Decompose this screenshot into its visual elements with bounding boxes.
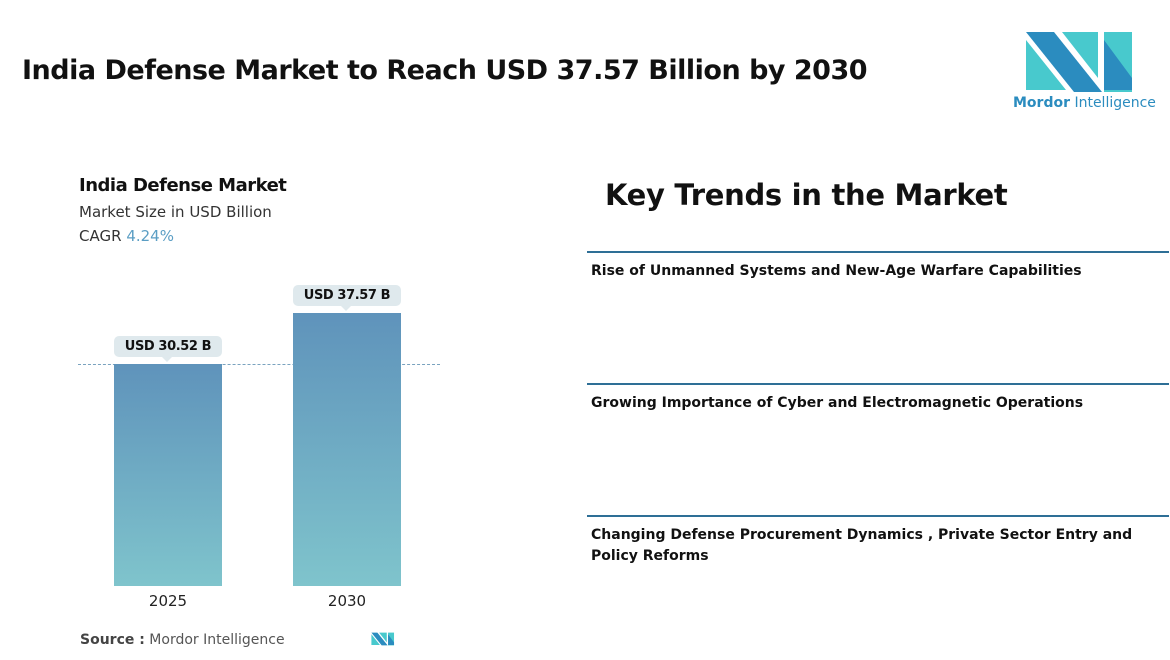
bar-chart: USD 30.52 B 2025 USD 37.57 B 2030 bbox=[60, 270, 460, 620]
trend-item: Rise of Unmanned Systems and New-Age War… bbox=[587, 251, 1169, 282]
data-label: USD 30.52 B bbox=[114, 336, 222, 363]
chart-title: India Defense Market bbox=[79, 175, 287, 196]
cagr-value: 4.24% bbox=[126, 227, 174, 245]
bar-2025 bbox=[114, 364, 222, 586]
x-tick-label: 2030 bbox=[327, 592, 367, 610]
x-tick-label: 2025 bbox=[148, 592, 188, 610]
mordor-intelligence-logo bbox=[1026, 32, 1132, 92]
chart-subtitle: Market Size in USD Billion bbox=[79, 203, 272, 221]
trend-item: Changing Defense Procurement Dynamics , … bbox=[587, 515, 1169, 567]
logo-text: Mordor Intelligence bbox=[1013, 95, 1156, 111]
key-trends-title: Key Trends in the Market bbox=[605, 178, 1008, 212]
source: Source : Mordor Intelligence bbox=[80, 632, 285, 648]
reference-line bbox=[78, 364, 440, 366]
data-label: USD 37.57 B bbox=[293, 285, 401, 311]
page-title: India Defense Market to Reach USD 37.57 … bbox=[22, 55, 868, 86]
cagr: CAGR 4.24% bbox=[79, 227, 174, 245]
bar-2030 bbox=[293, 313, 401, 586]
trend-item: Growing Importance of Cyber and Electrom… bbox=[587, 383, 1169, 414]
mini-logo bbox=[371, 632, 395, 646]
